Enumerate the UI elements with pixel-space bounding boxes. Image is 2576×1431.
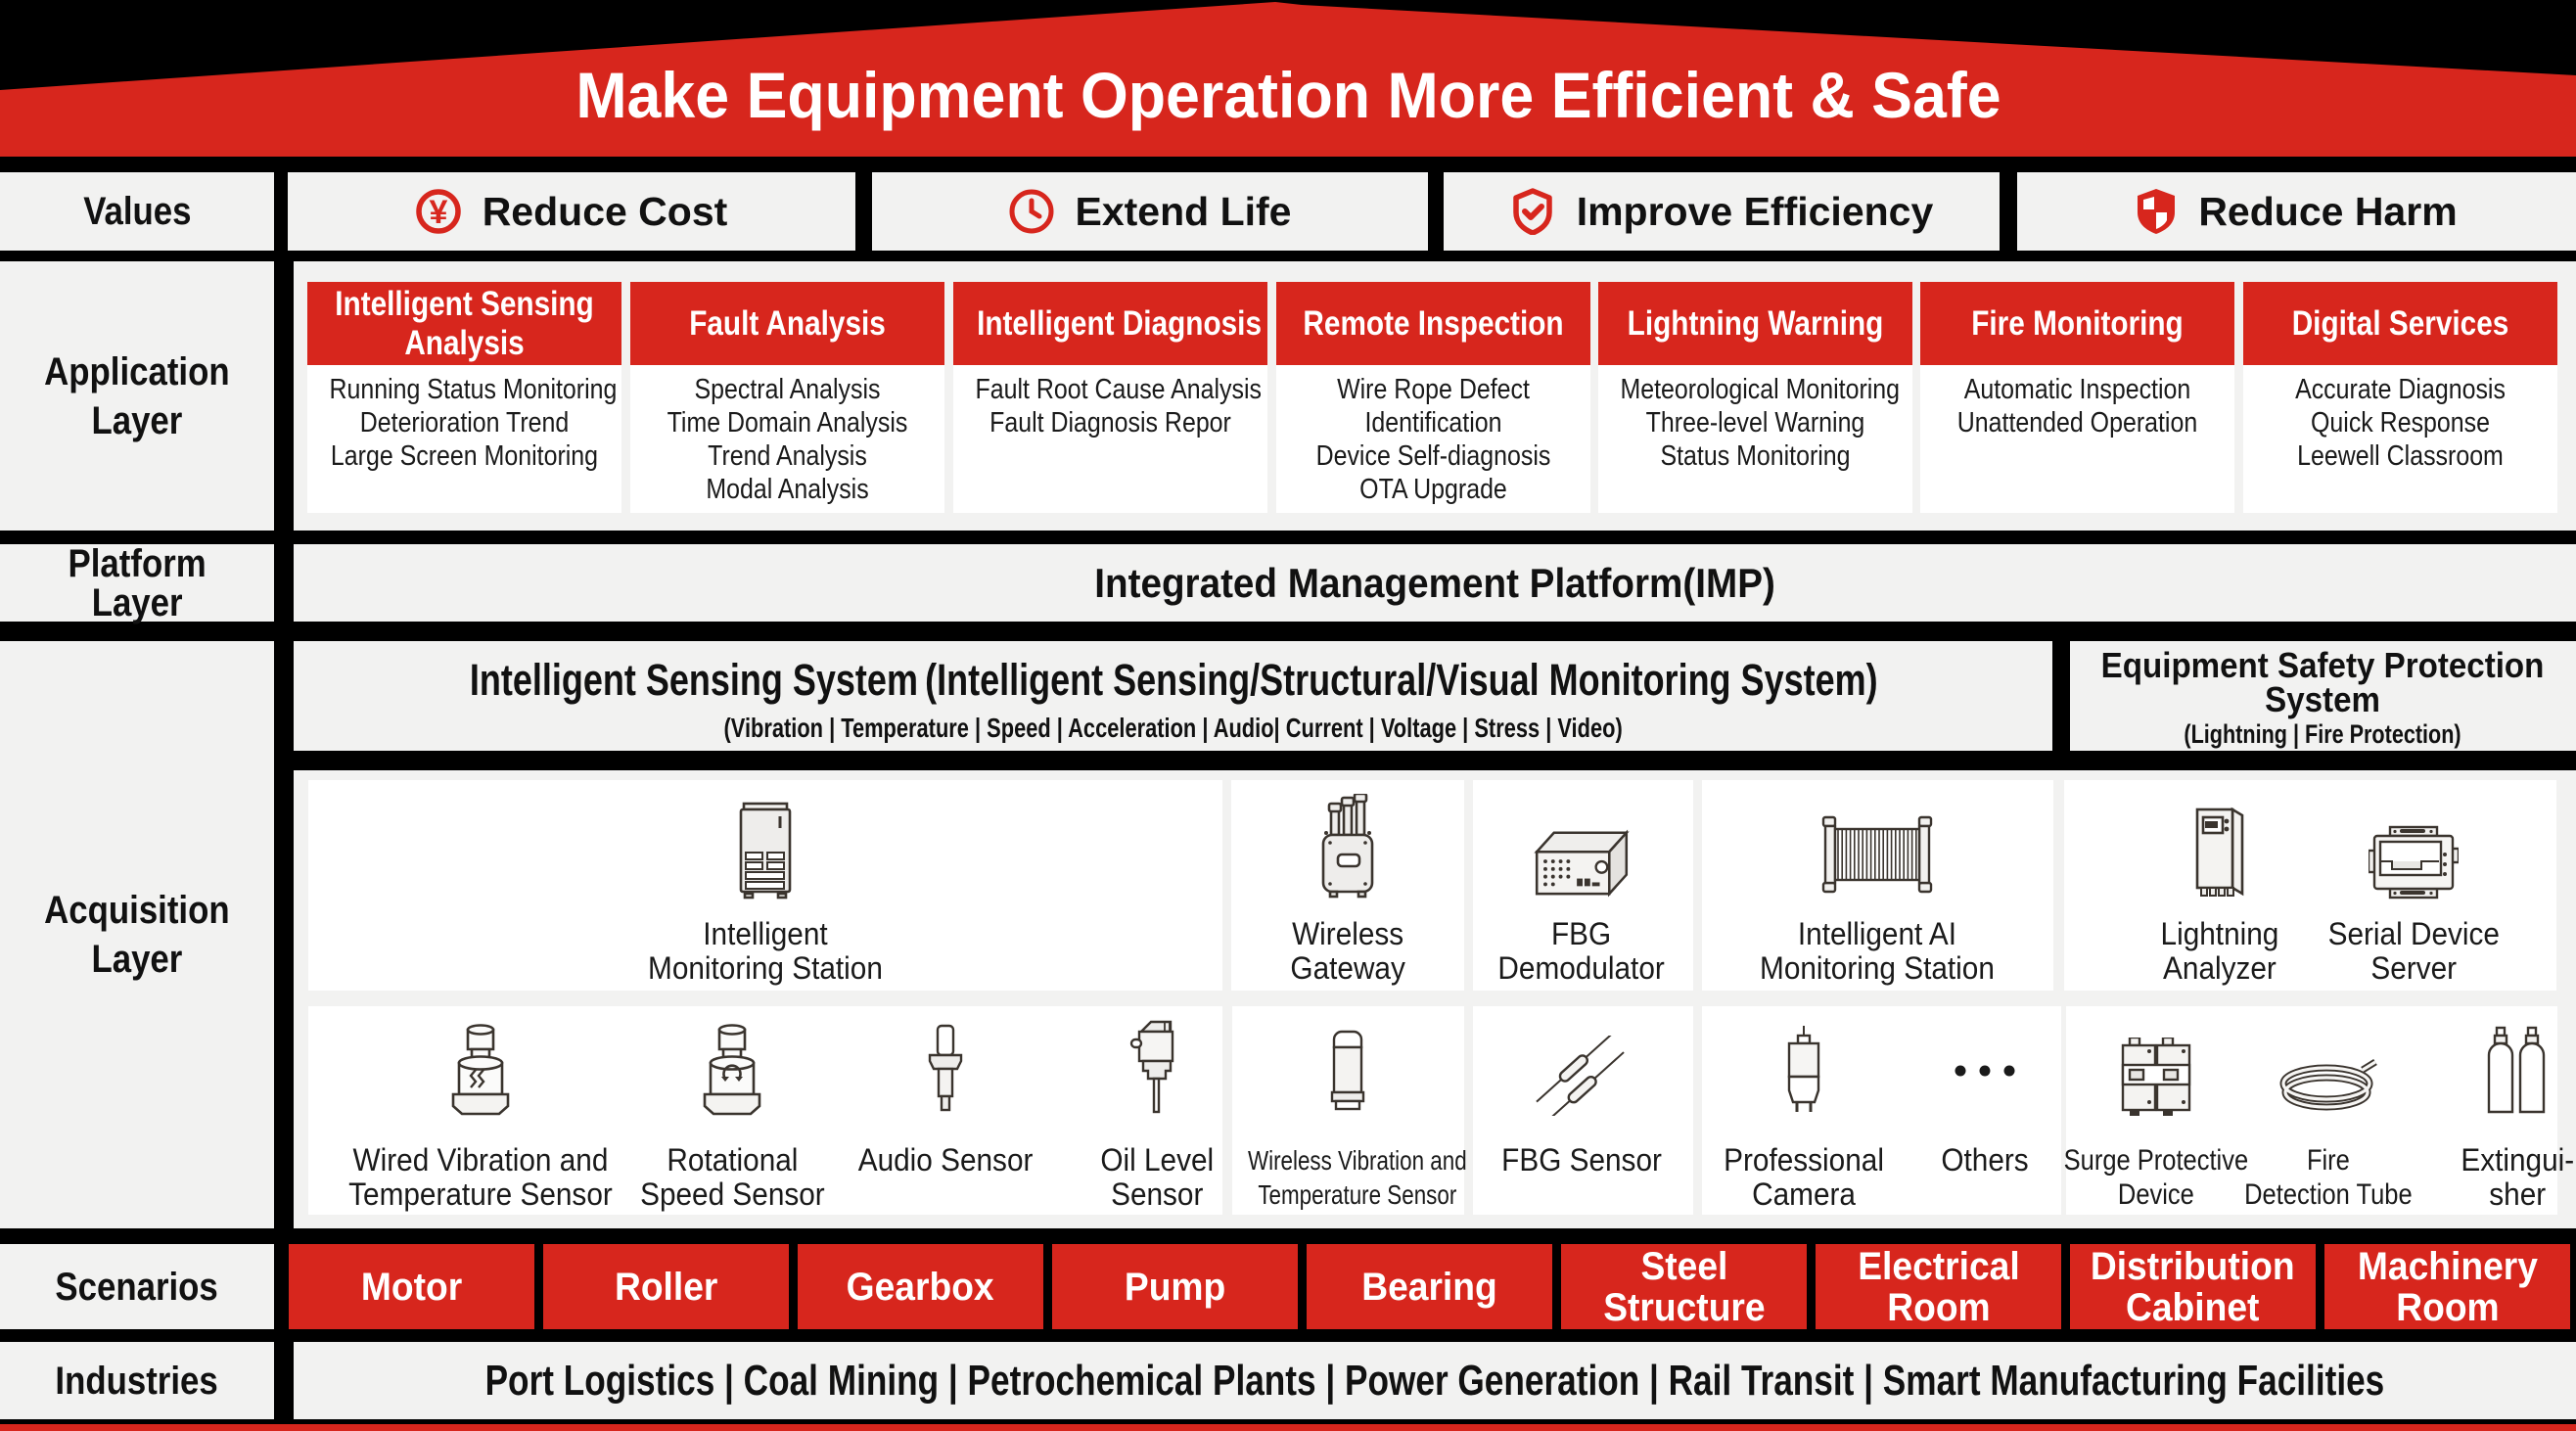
svg-text:¥: ¥	[429, 194, 447, 231]
